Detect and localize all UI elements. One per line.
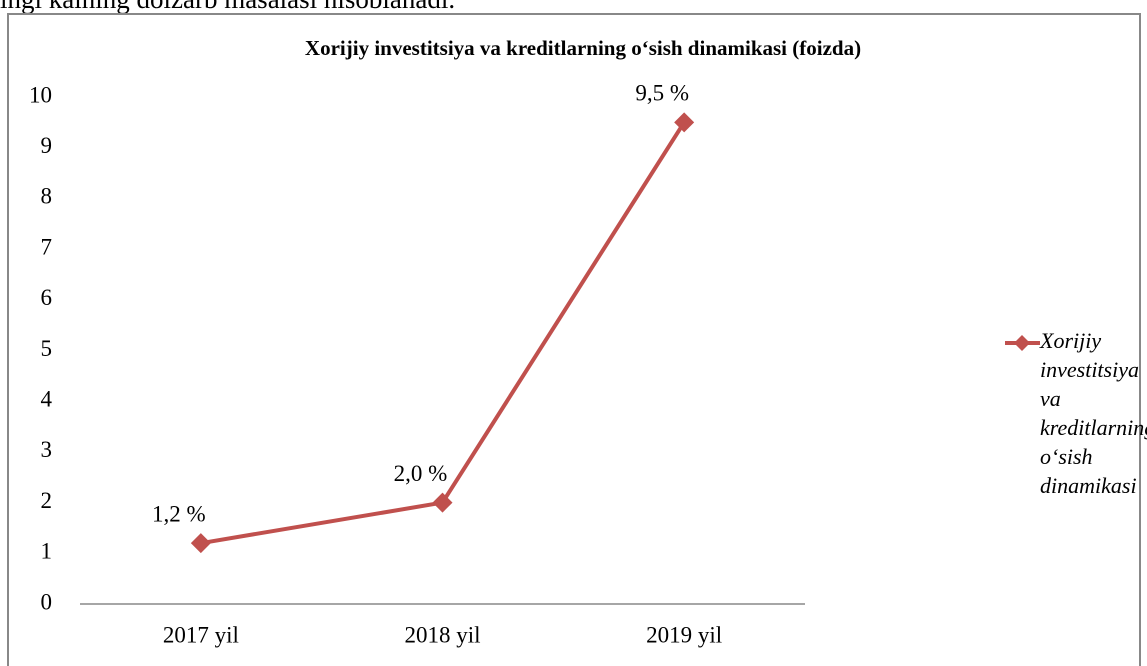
- y-tick-label: 4: [41, 386, 53, 411]
- chart-title: Xorijiy investitsiya va kreditlarning o‘…: [305, 36, 861, 60]
- y-tick-label: 8: [41, 184, 53, 209]
- x-tick-label: 2019 yil: [646, 622, 722, 647]
- data-point: [190, 533, 211, 554]
- legend-label: Xorijiy investitsiya va kreditlarning o‘…: [1040, 328, 1147, 498]
- x-tick-label: 2017 yil: [163, 622, 239, 647]
- y-tick-label: 3: [41, 437, 53, 462]
- data-label: 1,2 %: [152, 501, 206, 526]
- y-tick-label: 10: [29, 82, 52, 107]
- chart-frame: [7, 13, 1141, 666]
- y-tick-label: 2: [41, 488, 53, 513]
- x-tick-label: 2018 yil: [404, 622, 480, 647]
- y-tick-label: 1: [41, 539, 53, 564]
- data-label: 9,5 %: [635, 81, 689, 106]
- y-tick-label: 7: [41, 234, 53, 259]
- y-tick-label: 5: [41, 336, 53, 361]
- data-point: [432, 492, 453, 513]
- y-tick-label: 0: [41, 589, 53, 614]
- legend-marker: [1014, 335, 1030, 351]
- y-tick-label: 9: [41, 133, 53, 158]
- data-point: [674, 112, 695, 133]
- page-text: ingi kalning dolzarb masalasi hisoblanad…: [0, 0, 455, 15]
- data-label: 2,0 %: [394, 461, 448, 486]
- y-tick-label: 6: [41, 285, 53, 310]
